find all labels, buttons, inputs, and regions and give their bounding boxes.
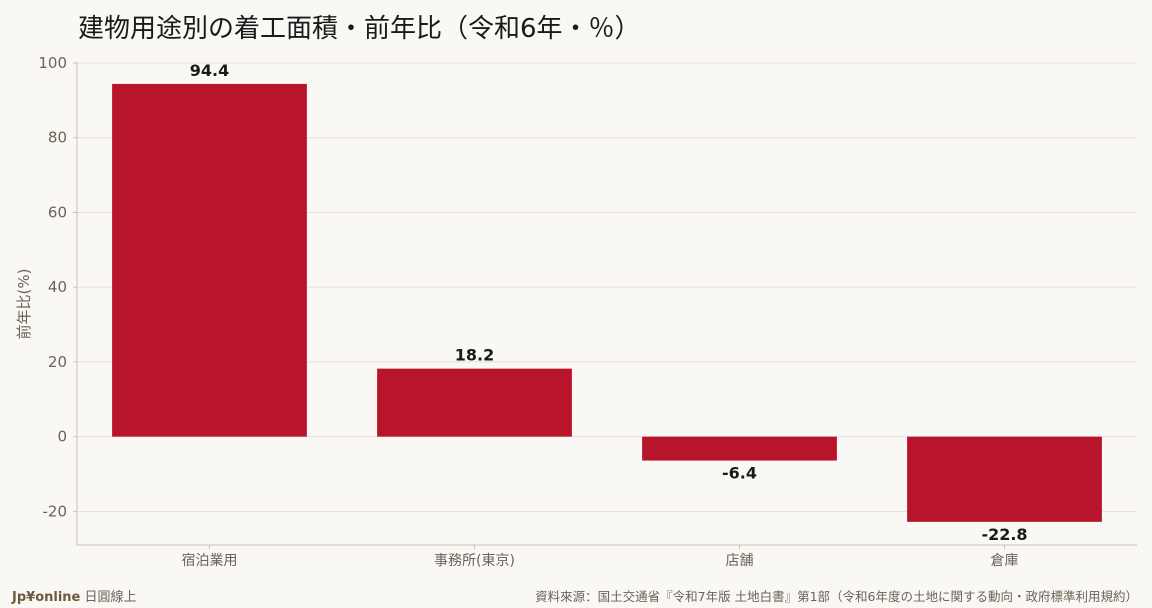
bar: [377, 368, 572, 437]
bar: [907, 436, 1102, 522]
axes: [76, 63, 1137, 546]
y-axis-label: 前年比(%): [15, 269, 33, 340]
chart-title: 建物用途別の着工面積・前年比（令和6年・％）: [78, 14, 641, 44]
bar-value-label: 94.4: [190, 61, 229, 80]
value-labels: 94.4 18.2 -6.4 -22.8: [190, 61, 1028, 544]
bar-value-label: 18.2: [455, 346, 494, 365]
y-tick-label: 60: [48, 203, 67, 221]
y-tick-label: 40: [48, 278, 67, 296]
bar: [642, 436, 837, 461]
category-label: 事務所(東京): [434, 553, 515, 569]
category-label: 倉庫: [991, 552, 1019, 569]
y-tick-label: -20: [43, 502, 68, 520]
y-tick-label: 0: [57, 428, 67, 446]
brand-suffix: 日圓線上: [84, 590, 137, 605]
y-tick-label: 100: [38, 54, 67, 72]
bar-value-label: -22.8: [981, 525, 1027, 544]
brand-logo-text: Jp¥online: [12, 590, 81, 605]
bars: [112, 83, 1102, 522]
y-tick-label: 80: [48, 129, 67, 147]
y-tick-label: 20: [48, 353, 67, 371]
bar-value-label: -6.4: [722, 464, 757, 483]
footer-brand: Jp¥online 日圓線上: [12, 586, 137, 605]
category-label: 店舗: [726, 553, 754, 569]
category-labels: 宿泊業用 事務所(東京) 店舗 倉庫: [182, 545, 1019, 569]
source-note: 資料來源：国土交通省『令和7年版 土地白書』第1部（令和6年度の土地に関する動向…: [535, 589, 1138, 604]
category-label: 宿泊業用: [182, 552, 238, 569]
bar: [112, 83, 307, 437]
y-tick-labels: 100 80 60 40 20 0 -20: [38, 54, 77, 520]
